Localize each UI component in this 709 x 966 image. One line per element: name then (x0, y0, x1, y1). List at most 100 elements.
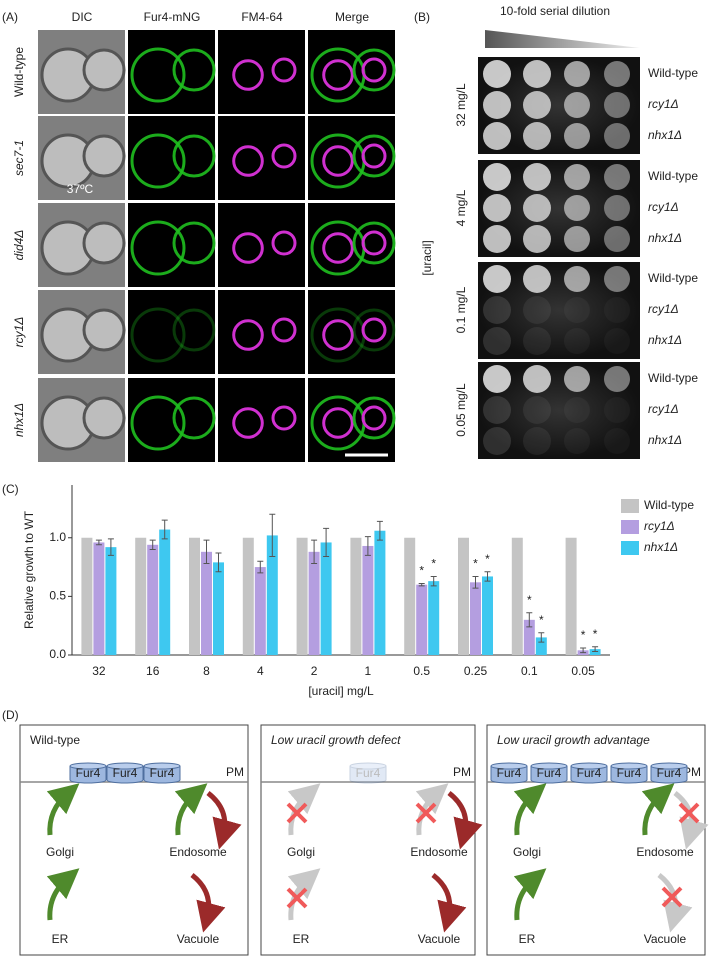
compartment-label: Golgi (287, 845, 315, 859)
cylinder-top (349, 762, 387, 770)
trafficking-arrow (431, 873, 467, 933)
colony-spot (523, 296, 551, 324)
colony-spot (523, 265, 551, 293)
colony-spot (523, 225, 551, 253)
cell (82, 308, 126, 352)
error-bar (430, 575, 437, 587)
row-label: sec7-1 (12, 140, 26, 176)
micrograph (128, 116, 215, 200)
vacuole (322, 145, 354, 177)
cylinder (143, 766, 181, 784)
vacuole (232, 232, 264, 264)
colony-spot (564, 61, 590, 87)
vacuole (232, 59, 264, 91)
colony-spot (564, 366, 590, 392)
fur4-label: Fur4 (113, 766, 138, 780)
fur4-transporter: Fur4 (143, 762, 181, 784)
significance: * (593, 627, 598, 641)
box-title: Wild-type (30, 733, 80, 747)
colony-spot (604, 328, 630, 354)
fur4-label: Fur4 (76, 766, 101, 780)
trafficking-arrow (513, 868, 547, 921)
error-bar (526, 612, 533, 628)
error-bar (364, 536, 371, 556)
colony-spot (523, 327, 551, 355)
error-bar (376, 520, 383, 541)
x-tick-label: 1 (365, 664, 372, 678)
panel-label: (B) (414, 10, 430, 24)
colony-spot (604, 428, 630, 454)
cell-pm (130, 220, 186, 276)
trafficking-arrow (174, 783, 208, 836)
compartment-label: Endosome (410, 845, 468, 859)
compartment-label: Vacuole (177, 932, 220, 946)
colony-spot (604, 366, 630, 392)
cell-pm (130, 133, 186, 189)
error-bar (311, 539, 318, 565)
vacuole (322, 232, 354, 264)
x-tick-label: 8 (203, 664, 210, 678)
vacuole (361, 143, 387, 169)
column-header: Fur4-mNG (144, 10, 201, 24)
cylinder-top (490, 762, 528, 770)
concentration-label: 32 mg/L (454, 83, 468, 127)
cylinder (650, 766, 688, 784)
cell-pm (130, 47, 186, 103)
strain-label: Wild-type (648, 371, 698, 385)
vacuole (232, 319, 264, 351)
colony-spot (483, 327, 511, 355)
fur4-transporter: Fur4 (490, 762, 528, 784)
colony-spot (483, 91, 511, 119)
significance: * (419, 564, 424, 578)
colony-spot (604, 266, 630, 292)
vacuole (271, 230, 297, 256)
micrograph (128, 203, 215, 287)
significance: * (581, 628, 586, 642)
vacuole (322, 319, 354, 351)
legend-swatch (621, 520, 639, 534)
colony-spot (483, 265, 511, 293)
significance: * (431, 557, 436, 571)
colony-spot (604, 226, 630, 252)
strain-label: rcy1Δ (648, 200, 679, 214)
bar (159, 529, 171, 655)
box-title: Low uracil growth defect (271, 733, 401, 747)
y-tick-label: 1.0 (49, 530, 66, 544)
colony-spot (523, 427, 551, 455)
cylinder-top (570, 762, 608, 770)
legend-label: rcy1Δ (644, 519, 675, 533)
colony-spot (564, 428, 590, 454)
bar (565, 537, 577, 655)
significance: * (485, 552, 490, 566)
block-mark (661, 886, 683, 908)
concentration-label: 0.05 mg/L (454, 383, 468, 437)
colony-spot (604, 61, 630, 87)
cell-pm (352, 308, 396, 352)
fur4-label: Fur4 (657, 766, 682, 780)
fur4-label: Fur4 (537, 766, 562, 780)
bar (523, 619, 535, 655)
micrograph (128, 290, 215, 374)
cylinder-top (106, 762, 144, 770)
temperature: 37ºC (67, 182, 94, 196)
colony-spot (564, 195, 590, 221)
cell (82, 134, 126, 178)
model-box (19, 724, 249, 956)
strain-label: nhx1Δ (648, 433, 682, 447)
cell (82, 48, 126, 92)
panel-label: (D) (2, 708, 19, 722)
cylinder (530, 766, 568, 784)
colony-spot (483, 122, 511, 150)
compartment-label: Vacuole (644, 932, 687, 946)
trafficking-arrow (46, 868, 80, 921)
trafficking-arrow (46, 783, 80, 836)
pm-label: PM (453, 765, 471, 779)
cell-pm (172, 308, 216, 352)
colony-spot (564, 266, 590, 292)
error-bar (592, 646, 599, 652)
bar (266, 535, 278, 655)
cell-pm (352, 134, 396, 178)
y-tick-label: 0.5 (49, 589, 66, 603)
vacuole (361, 57, 387, 83)
error-bar (323, 527, 330, 558)
